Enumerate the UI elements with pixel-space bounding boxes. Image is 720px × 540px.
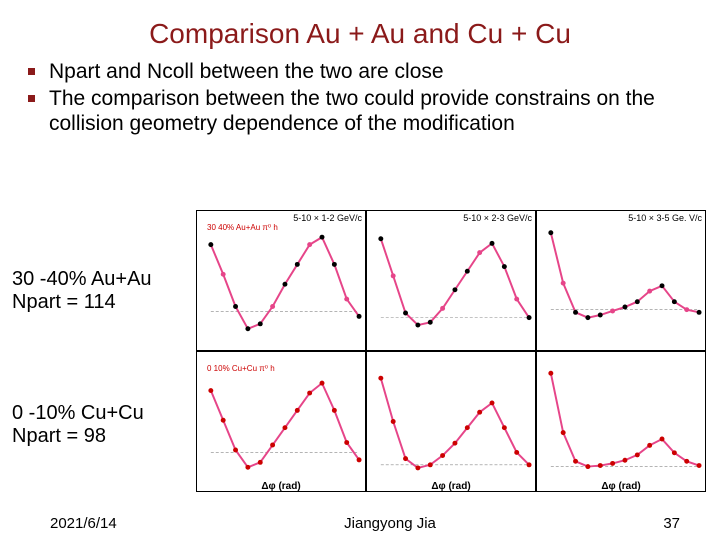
chart-curve [537,211,705,350]
chart-panel: Δφ (rad) [536,351,706,492]
chart-panel: Δφ (rad) [366,351,536,492]
row-label-line: 30 -40% Au+Au [12,268,152,290]
chart-panel: 5-10 × 3-5 Ge. V/c [536,210,706,351]
chart-panel: 5-10 × 2-3 GeV/c [366,210,536,351]
footer: 2021/6/14 Jiangyong Jia 37 [0,515,720,532]
footer-date: 2021/6/14 [50,515,117,532]
chart-panel: 0 10% Cu+Cu π⁰ hΔφ (rad) [196,351,366,492]
chart-curve [367,211,535,350]
chart-curve [367,352,535,491]
chart-curve [197,211,365,350]
footer-author: Jiangyong Jia [344,515,436,532]
bullet-list: Npart and Ncoll between the two are clos… [0,60,720,136]
chart-curve [537,352,705,491]
page-title: Comparison Au + Au and Cu + Cu [0,0,720,58]
row-label-line: Npart = 114 [12,291,116,313]
bullet-item: The comparison between the two could pro… [28,87,702,137]
chart-curve [197,352,365,491]
plot-grid: 5-10 × 1-2 GeV/c30 40% Au+Au π⁰ h5-10 × … [196,210,706,492]
row-label-line: 0 -10% Cu+Cu [12,402,144,424]
row-label-line: Npart = 98 [12,425,106,447]
chart-panel: 5-10 × 1-2 GeV/c30 40% Au+Au π⁰ h [196,210,366,351]
bullet-item: Npart and Ncoll between the two are clos… [28,60,702,85]
bullet-marker-icon [28,68,35,75]
bullet-text: The comparison between the two could pro… [49,87,702,137]
row-label-cucu: 0 -10% Cu+Cu Npart = 98 [12,402,144,448]
row-label-auau: 30 -40% Au+Au Npart = 114 [12,268,152,314]
bullet-text: Npart and Ncoll between the two are clos… [49,60,444,85]
footer-page: 37 [663,515,680,532]
bullet-marker-icon [28,95,35,102]
